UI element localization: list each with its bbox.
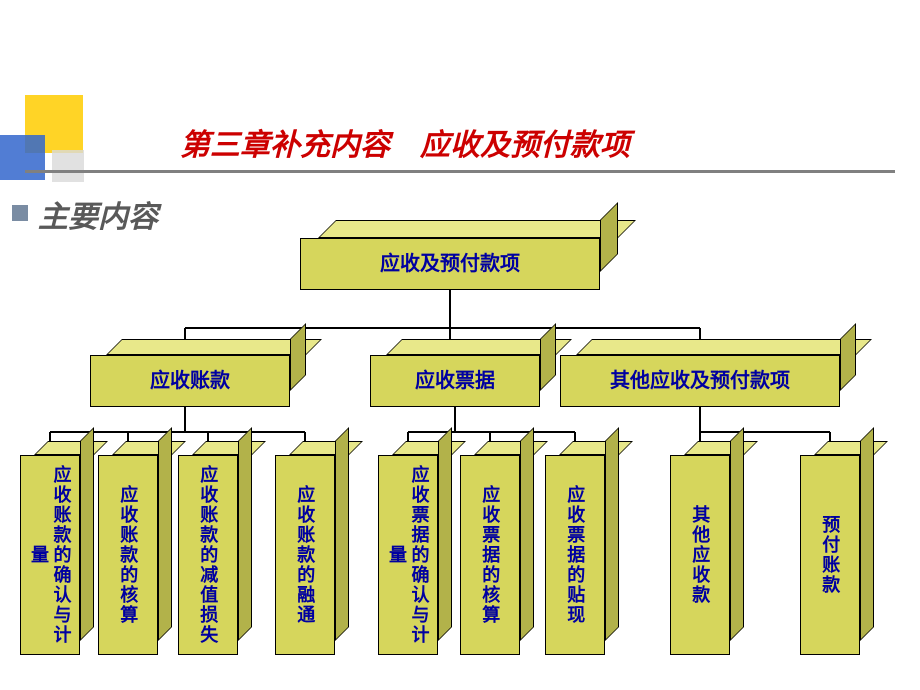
node-l8-label: 其他应收款	[685, 505, 716, 605]
node-group-receivables: 应收账款	[90, 355, 290, 407]
node-g1-label: 应收账款	[146, 369, 234, 394]
node-l9-label: 预付账款	[815, 515, 846, 595]
node-l4-label: 应收账款的融通	[290, 485, 321, 625]
node-leaf-5: 应收票据的确认与计量	[378, 455, 438, 655]
decor-square-2	[0, 135, 45, 180]
node-l6-label: 应收票据的核算	[475, 485, 506, 625]
node-l5-label: 应收票据的确认与计量	[382, 456, 435, 654]
node-l1-label: 应收账款的确认与计量	[24, 456, 77, 654]
decor-square-3	[52, 150, 84, 182]
slide-title-text: 第三章补充内容 应收及预付款项	[180, 129, 630, 162]
node-g3-label: 其他应收及预付款项	[606, 369, 794, 394]
section-label: 主要内容	[38, 192, 158, 236]
node-leaf-4: 应收账款的融通	[275, 455, 335, 655]
node-leaf-6: 应收票据的核算	[460, 455, 520, 655]
node-leaf-8: 其他应收款	[670, 455, 730, 655]
node-leaf-1: 应收账款的确认与计量	[20, 455, 80, 655]
node-group-other: 其他应收及预付款项	[560, 355, 840, 407]
node-l3-label: 应收账款的减值损失	[193, 465, 224, 645]
node-g2-label: 应收票据	[411, 369, 499, 394]
node-root: 应收及预付款项	[300, 238, 600, 290]
node-leaf-7: 应收票据的贴现	[545, 455, 605, 655]
node-leaf-9: 预付账款	[800, 455, 860, 655]
node-leaf-3: 应收账款的减值损失	[178, 455, 238, 655]
node-root-label: 应收及预付款项	[376, 252, 524, 277]
node-l2-label: 应收账款的核算	[113, 485, 144, 625]
node-l7-label: 应收票据的贴现	[560, 485, 591, 625]
node-group-notes: 应收票据	[370, 355, 540, 407]
node-leaf-2: 应收账款的核算	[98, 455, 158, 655]
title-underline	[25, 170, 895, 173]
slide-title: 第三章补充内容 应收及预付款项	[180, 120, 630, 164]
section-bullet	[12, 205, 28, 221]
